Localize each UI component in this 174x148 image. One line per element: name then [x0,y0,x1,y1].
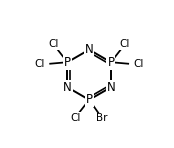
Text: Br: Br [96,113,108,123]
Text: N: N [63,81,72,94]
Text: Cl: Cl [70,113,80,123]
Text: N: N [106,81,115,94]
Text: P: P [86,93,93,106]
Text: P: P [107,56,114,69]
Text: N: N [85,43,94,56]
Text: P: P [64,56,71,69]
Text: Cl: Cl [48,39,59,49]
Text: Cl: Cl [120,39,130,49]
Text: Cl: Cl [35,59,45,69]
Text: Cl: Cl [133,59,144,69]
